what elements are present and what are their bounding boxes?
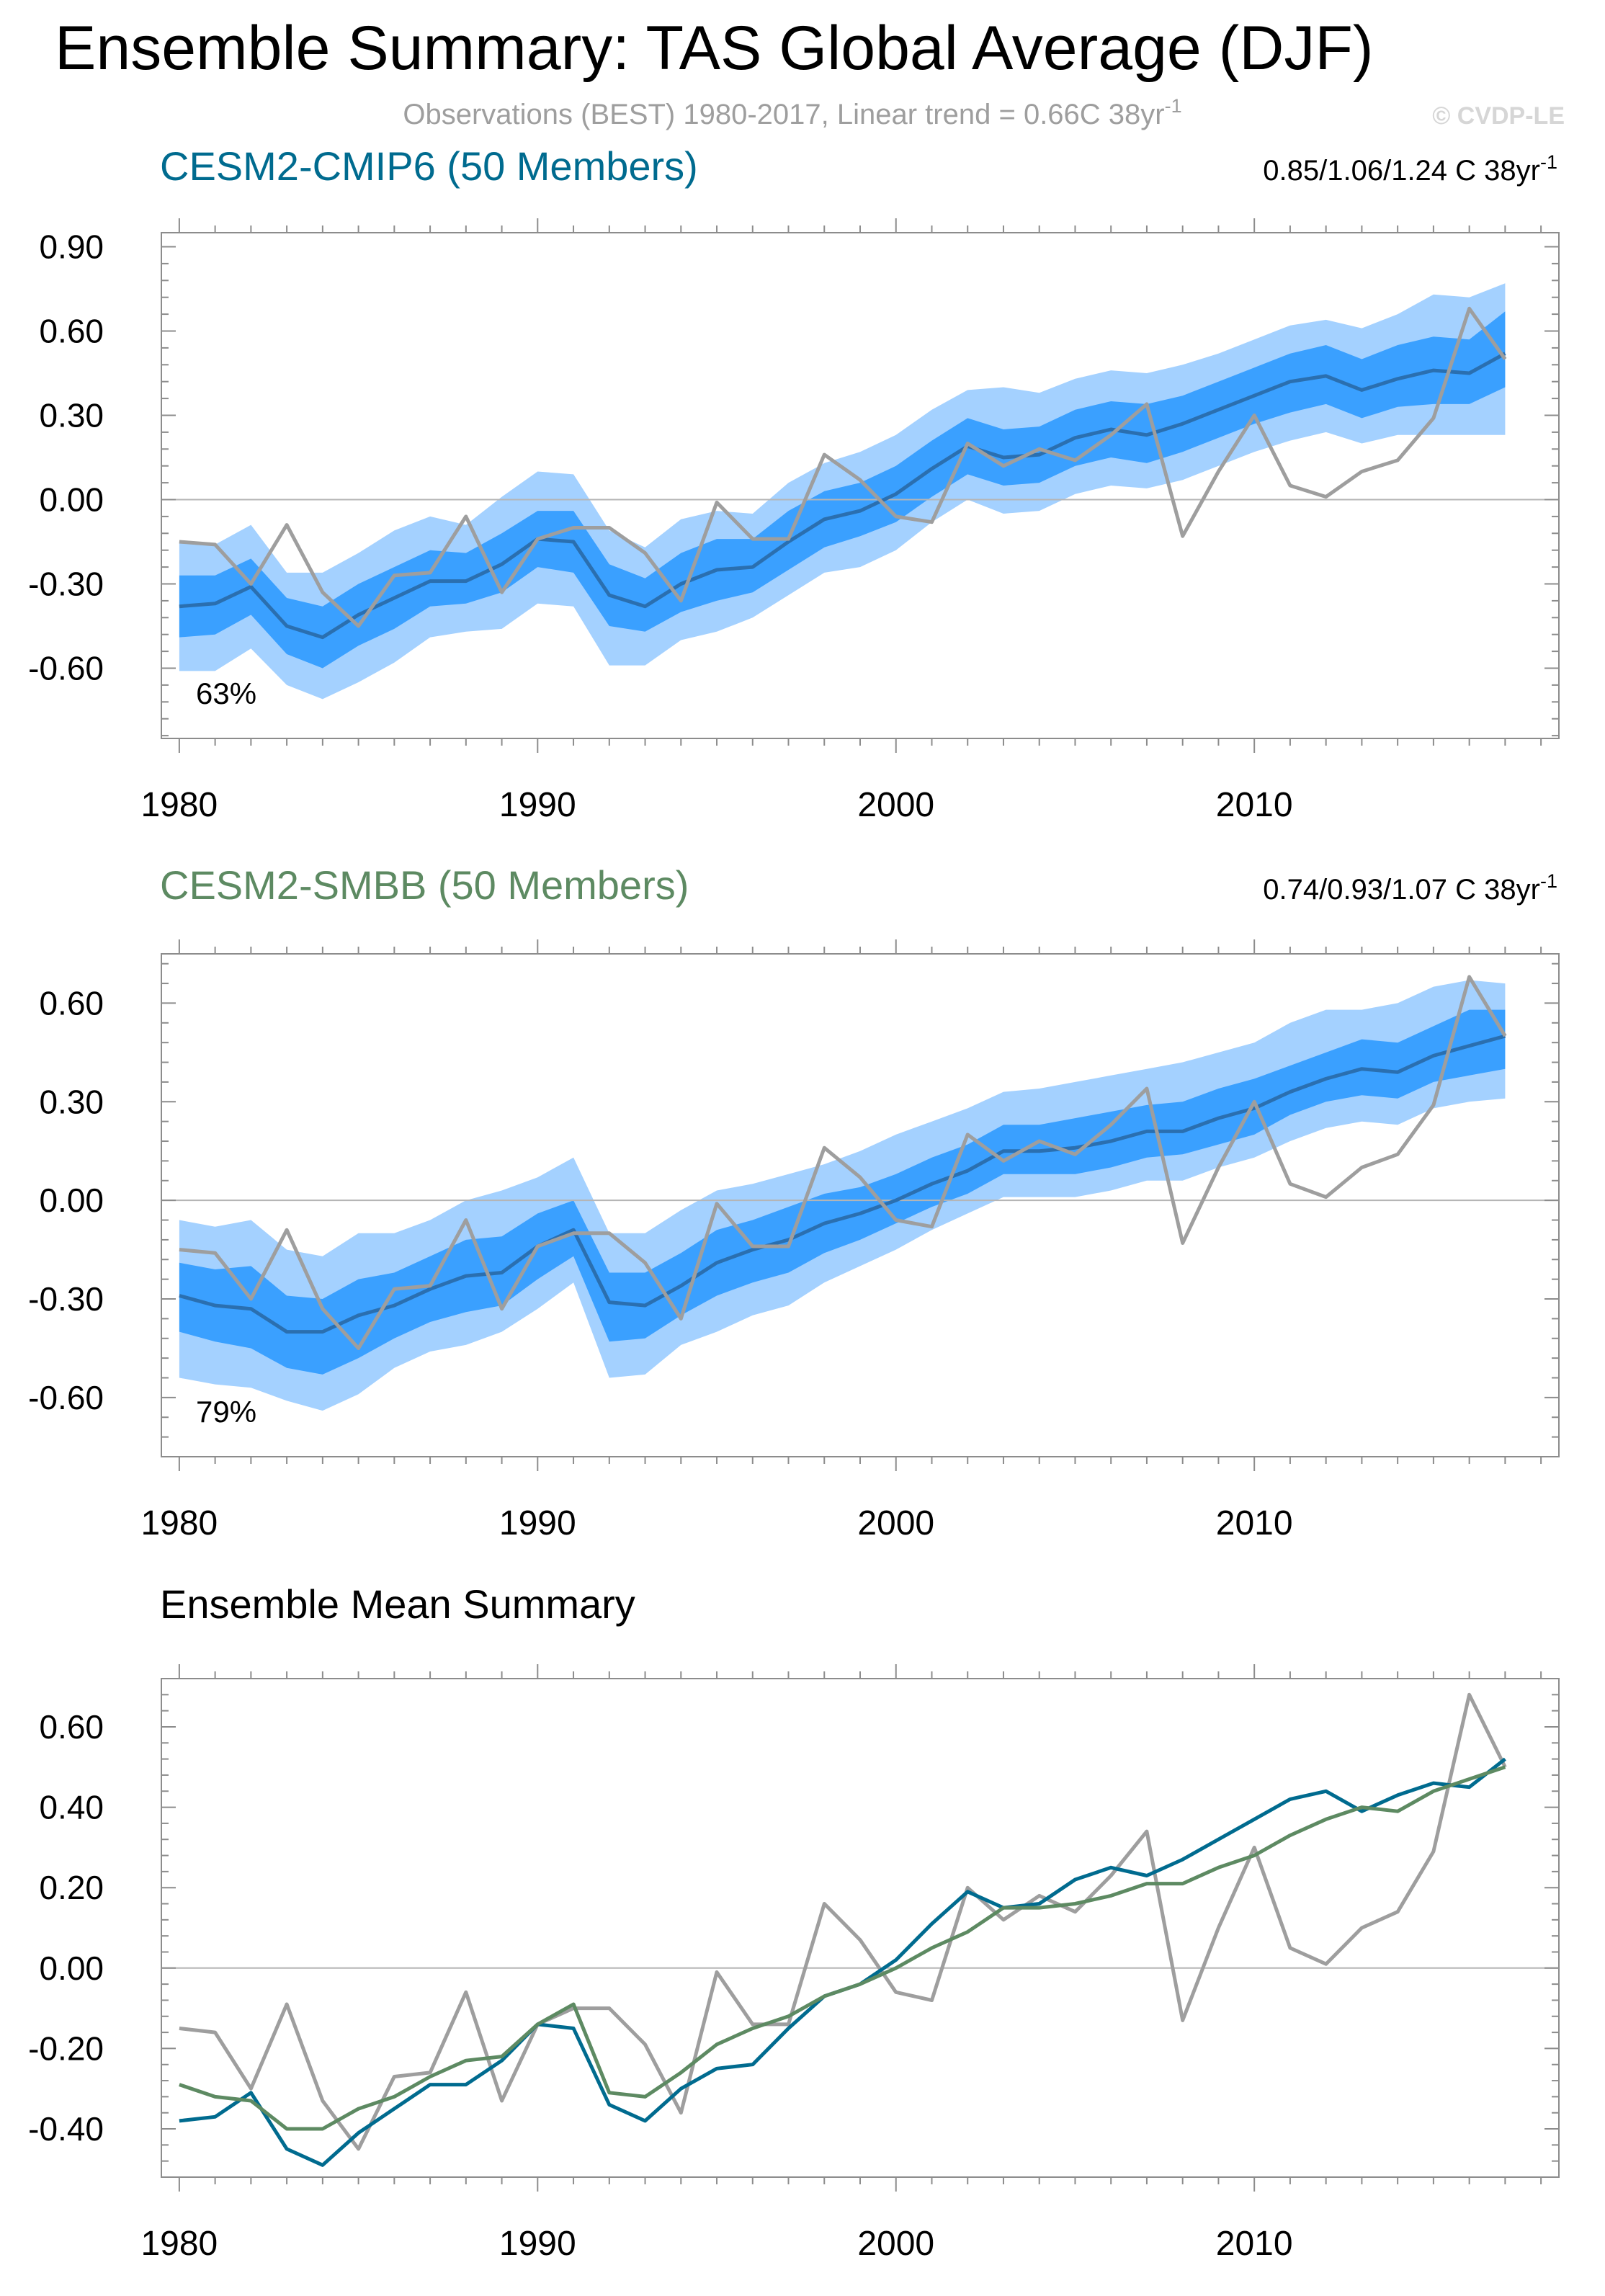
smbb-mean-line <box>179 1765 1506 2131</box>
trend-label-cmip6-sup: -1 <box>1540 151 1557 173</box>
x-tick-label: 2010 <box>1216 786 1293 824</box>
y-tick-label: -0.60 <box>28 1379 104 1416</box>
panel-title-smbb: CESM2-SMBB (50 Members) <box>160 862 689 908</box>
y-tick-label: 0.60 <box>39 1708 104 1746</box>
observations-subtitle-text: Observations (BEST) 1980-2017, Linear tr… <box>403 99 1164 130</box>
panel-cmip6: CESM2-CMIP6 (50 Members) 0.85/1.06/1.24 … <box>28 143 1560 824</box>
percent-label: 79% <box>196 1395 256 1429</box>
trend-label-smbb-sup: -1 <box>1540 870 1557 892</box>
y-tick-label: 0.60 <box>39 313 104 350</box>
y-tick-label: 0.00 <box>39 481 104 519</box>
panel-title-cmip6: CESM2-CMIP6 (50 Members) <box>160 143 698 189</box>
ensemble-mean-line <box>179 352 1506 640</box>
y-tick-label: -0.60 <box>28 650 104 687</box>
y-tick-label: -0.30 <box>28 566 104 603</box>
trend-label-cmip6: 0.85/1.06/1.24 C 38yr-1 <box>1263 151 1557 187</box>
y-tick-label: 0.30 <box>39 397 104 434</box>
x-tick-label: 2010 <box>1216 2225 1293 2263</box>
y-tick-label: 0.20 <box>39 1869 104 1906</box>
y-tick-label: -0.30 <box>28 1280 104 1318</box>
x-tick-label: 2000 <box>857 2225 934 2263</box>
x-tick-label: 2010 <box>1216 1504 1293 1542</box>
y-tick-label: -0.40 <box>28 2110 104 2148</box>
x-tick-label: 2000 <box>857 786 934 824</box>
panel-smbb: CESM2-SMBB (50 Members) 0.74/0.93/1.07 C… <box>28 862 1560 1542</box>
x-tick-label: 1990 <box>499 786 576 824</box>
panel-title-ensemble-mean: Ensemble Mean Summary <box>160 1581 635 1627</box>
y-tick-label: 0.00 <box>39 1181 104 1219</box>
observations-line <box>179 1692 1507 2151</box>
percent-label: 63% <box>196 676 256 710</box>
figure-title: Ensemble Summary: TAS Global Average (DJ… <box>55 14 1374 83</box>
copyright-label: © CVDP-LE <box>1432 102 1565 130</box>
y-tick-label: 0.60 <box>39 984 104 1022</box>
observations-subtitle-sup: -1 <box>1165 95 1182 117</box>
trend-label-cmip6-text: 0.85/1.06/1.24 C 38yr <box>1263 155 1540 187</box>
trend-label-smbb-text: 0.74/0.93/1.07 C 38yr <box>1263 874 1540 906</box>
y-tick-label: 0.30 <box>39 1083 104 1120</box>
observations-line <box>179 975 1507 1350</box>
x-tick-label: 1990 <box>499 2225 576 2263</box>
x-tick-label: 1980 <box>140 2225 218 2263</box>
y-tick-label: 0.00 <box>39 1949 104 1987</box>
x-tick-label: 1990 <box>499 1504 576 1542</box>
trend-label-smbb: 0.74/0.93/1.07 C 38yr-1 <box>1263 870 1557 906</box>
ensemble-mean-line <box>179 1034 1506 1334</box>
spread-band-25-75 <box>179 1009 1506 1375</box>
panel-ensemble-mean: Ensemble Mean Summary 1980 1990 2000 2010 0.… <box>28 1581 1560 2263</box>
x-tick-label: 2000 <box>857 1504 934 1542</box>
y-tick-label: 0.90 <box>39 228 104 266</box>
plot-frame <box>161 1678 1560 2178</box>
x-tick-label: 1980 <box>140 1504 218 1542</box>
observations-subtitle: Observations (BEST) 1980-2017, Linear tr… <box>403 95 1181 130</box>
y-tick-label: -0.20 <box>28 2029 104 2067</box>
y-tick-label: 0.40 <box>39 1789 104 1826</box>
x-tick-label: 1980 <box>140 786 218 824</box>
observations-line <box>179 306 1507 628</box>
